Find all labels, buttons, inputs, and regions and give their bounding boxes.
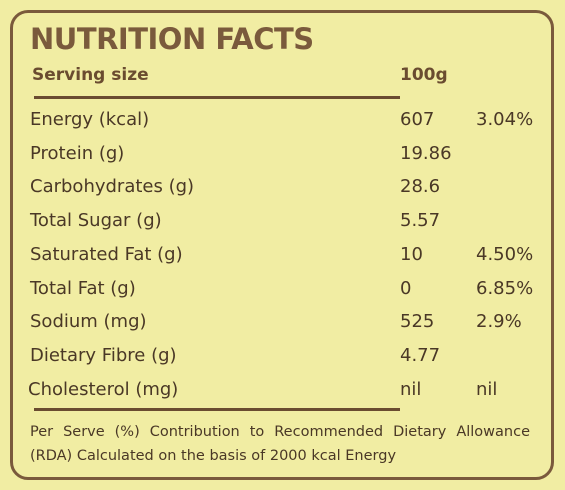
nutrient-amount: 19.86 bbox=[400, 142, 452, 164]
nutrient-amount: nil bbox=[400, 378, 422, 400]
nutrient-amount: 4.77 bbox=[400, 344, 441, 366]
nutrient-rda: 4.50% bbox=[476, 243, 534, 265]
nutrient-name: Carbohydrates (g) bbox=[30, 176, 195, 198]
nutrient-name: Total Fat (g) bbox=[30, 277, 136, 299]
nutrient-name: Dietary Fibre (g) bbox=[30, 344, 177, 366]
footer-note: Per Serve (%) Contribution to Recommende… bbox=[30, 424, 530, 464]
serving-value: 100g bbox=[400, 65, 448, 85]
nutrient-rda: 3.04% bbox=[476, 109, 534, 130]
title: NUTRITION FACTS bbox=[30, 22, 314, 56]
nutrient-amount: 525 bbox=[400, 311, 435, 333]
nutrient-name: Sodium (mg) bbox=[30, 311, 147, 333]
nutrient-amount: 28.6 bbox=[400, 176, 441, 198]
nutrient-name: Energy (kcal) bbox=[30, 109, 150, 130]
nutrient-amount: 5.57 bbox=[400, 210, 441, 232]
frame bbox=[10, 10, 554, 480]
divider bbox=[34, 408, 400, 411]
nutrient-rda: nil bbox=[476, 378, 498, 400]
divider bbox=[34, 96, 400, 99]
nutrient-amount: 0 bbox=[400, 277, 412, 299]
nutrient-rda: 2.9% bbox=[476, 311, 522, 333]
nutrient-name: Saturated Fat (g) bbox=[30, 243, 183, 265]
nutrient-amount: 607 bbox=[400, 109, 435, 130]
nutrient-name: Cholesterol (mg) bbox=[28, 378, 179, 400]
nutrient-name: Total Sugar (g) bbox=[30, 210, 162, 232]
nutrient-rda: 6.85% bbox=[476, 277, 534, 299]
nutrient-amount: 10 bbox=[400, 243, 423, 265]
nutrient-name: Protein (g) bbox=[30, 142, 125, 164]
serving-label: Serving size bbox=[32, 65, 149, 85]
